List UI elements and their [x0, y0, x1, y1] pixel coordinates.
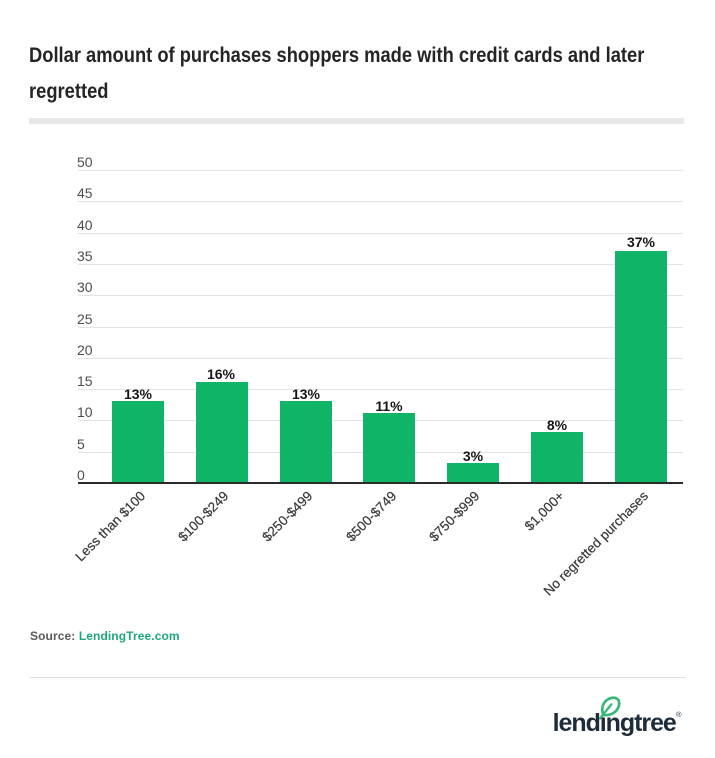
- svg-text:lendıngtree: lendıngtree: [553, 709, 677, 737]
- svg-text:®: ®: [676, 710, 682, 719]
